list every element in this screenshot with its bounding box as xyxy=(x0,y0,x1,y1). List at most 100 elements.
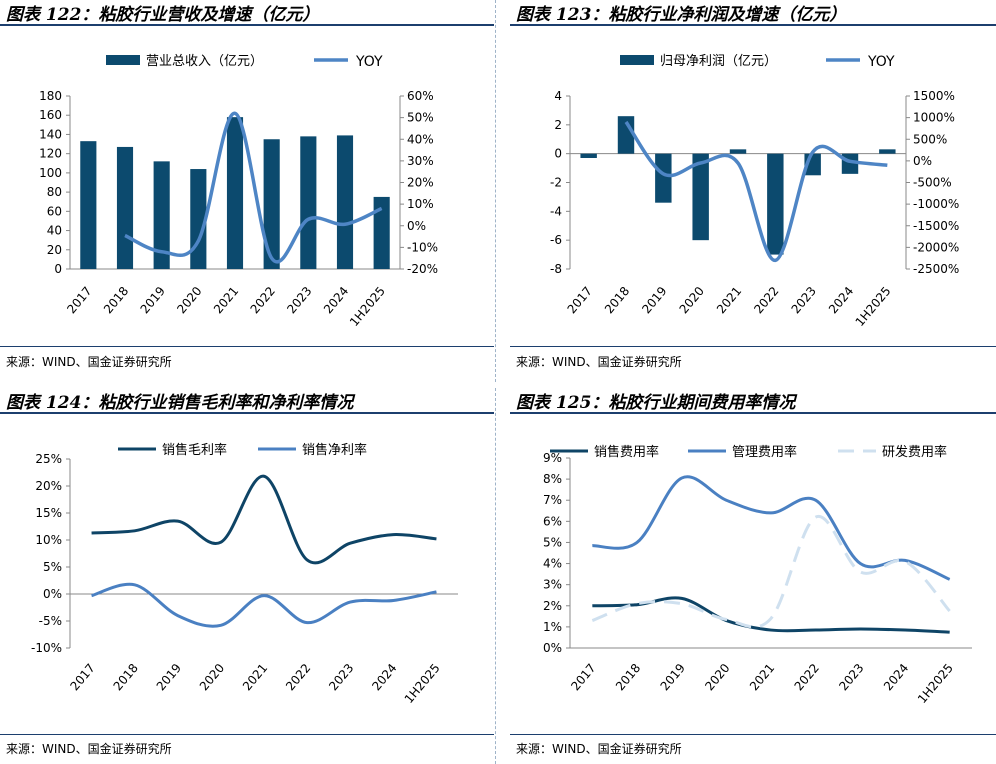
y-tick-label: 2 xyxy=(554,118,562,132)
source-rule xyxy=(510,734,996,735)
x-tick-label: 2024 xyxy=(369,661,399,693)
title-rule xyxy=(510,412,996,414)
y2-tick-label: 0% xyxy=(913,154,932,168)
bar xyxy=(767,153,784,255)
legend-label: YOY xyxy=(867,54,895,70)
y-tick-label: 40 xyxy=(47,224,62,238)
net-profit-chart: -8 -6 -4 -2 0 2 4 -2500% -2000% -1500% -1000% -500%… xyxy=(550,54,959,329)
revenue-chart: 0 20 40 60 80 100 120 140 160 180 -20% -10% 0% 10% 20%… xyxy=(39,54,438,329)
y-tick-label: 20 xyxy=(47,243,62,257)
x-tick-label: 2023 xyxy=(326,661,356,693)
bar xyxy=(80,141,97,269)
x-tick-label: 2022 xyxy=(751,284,781,316)
source-rule xyxy=(0,734,494,735)
panel-revenue: 图表 122：粘胶行业营收及增速（亿元） 0 20 40 60 80 100 120 140 1… xyxy=(0,0,494,382)
x-tick-label: 2022 xyxy=(283,661,313,693)
y-tick-label: 10% xyxy=(35,533,62,547)
title-rule xyxy=(0,412,494,414)
y-tick-label: -10% xyxy=(31,641,62,655)
x-tick-label: 1H2025 xyxy=(347,284,388,329)
series-line xyxy=(91,582,437,628)
x-tick-label: 2019 xyxy=(138,284,168,316)
source-rule xyxy=(0,346,494,347)
y-tick-label: 5% xyxy=(43,560,62,574)
y-tick-label: 1% xyxy=(543,620,562,634)
chart-title: 图表 122：粘胶行业营收及增速（亿元） xyxy=(6,5,320,25)
x-tick-label: 2022 xyxy=(248,284,278,316)
legend-label: YOY xyxy=(355,54,383,70)
y-tick-label: 25% xyxy=(35,452,62,466)
y2-tick-label: 0% xyxy=(407,219,426,233)
y-tick-label: 4% xyxy=(543,557,562,571)
source-note: 来源：WIND、国金证券研究所 xyxy=(6,355,172,369)
expense-chart: 0% 1% 2% 3% 4% 5% 6% 7% 8% 9% 2017 2018 2019 2020 2021… xyxy=(543,444,972,706)
y2-tick-label: 1000% xyxy=(913,111,955,125)
x-tick-label: 2024 xyxy=(881,661,911,693)
y2-tick-label: 50% xyxy=(407,111,434,125)
legend-label: 销售净利率 xyxy=(302,442,367,458)
x-tick-label: 2020 xyxy=(174,284,204,316)
y2-tick-label: 20% xyxy=(407,176,434,190)
x-tick-label: 2018 xyxy=(613,661,643,693)
y-tick-label: 120 xyxy=(39,147,62,161)
y2-tick-label: 60% xyxy=(407,89,434,103)
bar xyxy=(226,117,244,270)
x-tick-label: 2017 xyxy=(565,284,595,316)
legend-swatch-bar xyxy=(620,55,654,65)
bar xyxy=(336,135,354,269)
bar xyxy=(580,153,597,158)
y-tick-label: 9% xyxy=(543,451,562,465)
legend-label: 销售费用率 xyxy=(594,444,659,460)
bar xyxy=(729,149,747,154)
bar xyxy=(617,116,635,154)
bar xyxy=(263,139,280,269)
series-line xyxy=(91,474,437,565)
x-tick-label: 2017 xyxy=(568,661,598,693)
y-tick-label: 2% xyxy=(543,599,562,613)
y-tick-label: 5% xyxy=(543,535,562,549)
source-rule xyxy=(510,346,996,347)
y2-tick-label: 1500% xyxy=(913,89,955,103)
legend-label: 营业总收入（亿元） xyxy=(146,54,263,69)
x-tick-label: 2019 xyxy=(639,284,669,316)
x-tick-label: 2023 xyxy=(789,284,819,316)
y-tick-label: 140 xyxy=(39,127,62,141)
legend-label: 销售毛利率 xyxy=(162,442,227,458)
panel-divider xyxy=(495,0,496,382)
x-tick-label: 2021 xyxy=(747,661,777,693)
chart-title: 图表 124：粘胶行业销售毛利率和净利率情况 xyxy=(6,393,354,413)
y2-tick-label: -1000% xyxy=(913,197,959,211)
y-tick-label: 0% xyxy=(43,587,62,601)
y-tick-label: 7% xyxy=(543,493,562,507)
chart-title: 图表 123：粘胶行业净利润及增速（亿元） xyxy=(516,5,847,25)
y-tick-label: 3% xyxy=(543,578,562,592)
y2-tick-label: -500% xyxy=(913,176,952,190)
x-tick-label: 2017 xyxy=(64,284,94,316)
panel-divider xyxy=(495,388,496,764)
x-tick-label: 2021 xyxy=(211,284,241,316)
y-tick-label: 0 xyxy=(54,262,62,276)
x-tick-label: 2019 xyxy=(658,661,688,693)
panel-margins: 图表 124：粘胶行业销售毛利率和净利率情况 -10% -5% 0% 5% 10% 15%… xyxy=(0,388,494,764)
y2-tick-label: -2000% xyxy=(913,240,959,254)
x-tick-label: 2024 xyxy=(321,284,351,316)
y-tick-label: -5% xyxy=(39,614,62,628)
x-tick-label: 1H2025 xyxy=(853,284,894,329)
y-tick-label: 4 xyxy=(554,89,562,103)
y-tick-label: 6% xyxy=(543,514,562,528)
x-tick-label: 1H2025 xyxy=(402,661,443,706)
yoy-line xyxy=(624,120,888,263)
x-tick-label: 2018 xyxy=(101,284,131,316)
margin-chart: -10% -5% 0% 5% 10% 15% 20% 25% 2017 2018 2019 2020 2… xyxy=(31,442,458,706)
x-tick-label: 2024 xyxy=(826,284,856,316)
x-tick-label: 2018 xyxy=(111,661,141,693)
y2-tick-label: -1500% xyxy=(913,219,959,233)
source-note: 来源：WIND、国金证券研究所 xyxy=(516,742,682,756)
y-tick-label: 100 xyxy=(39,166,62,180)
y-tick-label: 160 xyxy=(39,108,62,122)
source-note: 来源：WIND、国金证券研究所 xyxy=(516,355,682,369)
x-tick-label: 2020 xyxy=(197,661,227,693)
y-tick-label: 20% xyxy=(35,479,62,493)
x-tick-label: 2017 xyxy=(67,661,97,693)
y-tick-label: -2 xyxy=(550,176,562,190)
